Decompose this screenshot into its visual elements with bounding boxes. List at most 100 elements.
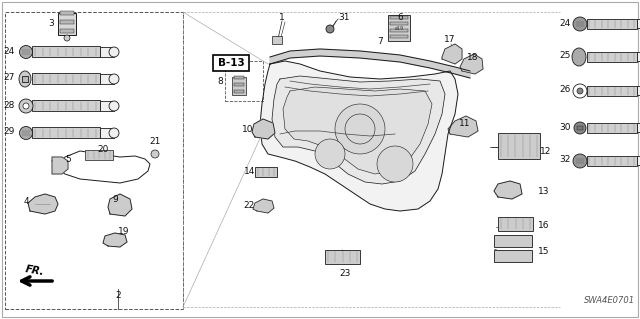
Text: 16: 16 [538,220,550,229]
Circle shape [377,146,413,182]
Circle shape [109,74,119,84]
Bar [587,123,637,133]
Text: 26: 26 [559,85,571,94]
Bar [390,16,408,19]
Ellipse shape [573,154,587,168]
Bar [255,167,277,177]
Polygon shape [28,194,58,214]
Text: 11: 11 [460,118,471,128]
Bar [234,83,244,86]
Text: 18: 18 [467,53,479,62]
Circle shape [335,104,385,154]
Text: 28: 28 [4,100,15,109]
Polygon shape [103,233,127,247]
Polygon shape [448,116,478,137]
Text: 29: 29 [4,128,15,137]
Ellipse shape [573,17,587,31]
Text: 4: 4 [23,197,29,205]
Bar [100,74,114,84]
Bar [498,217,533,231]
Text: ø19: ø19 [394,26,404,31]
Text: 2: 2 [115,291,121,300]
Ellipse shape [19,71,31,87]
Text: 24: 24 [560,19,571,27]
Bar [587,86,637,96]
Circle shape [577,88,583,94]
Bar [637,156,640,165]
Bar [32,46,100,57]
Text: 20: 20 [97,145,109,153]
Circle shape [573,84,587,98]
Polygon shape [460,54,483,74]
Polygon shape [252,119,275,139]
Circle shape [151,150,159,158]
Text: 13: 13 [538,187,550,196]
Polygon shape [270,49,470,78]
Text: 5: 5 [65,154,71,164]
Bar [637,19,640,28]
Bar [22,76,28,82]
Text: FR.: FR. [24,264,45,278]
Bar [325,250,360,264]
Polygon shape [494,181,522,199]
Text: 9: 9 [112,195,118,204]
Text: SWA4E0701: SWA4E0701 [584,296,635,305]
Text: 6: 6 [397,12,403,21]
Ellipse shape [19,46,33,58]
Bar [58,13,76,35]
Text: B-13: B-13 [218,58,244,68]
Circle shape [64,35,70,41]
Circle shape [19,99,33,113]
Bar [100,47,114,57]
Text: 21: 21 [149,137,161,145]
Text: 25: 25 [559,51,571,61]
Text: 15: 15 [538,247,550,256]
Text: 8: 8 [217,77,223,85]
Text: 17: 17 [444,35,456,44]
Text: 12: 12 [540,146,552,155]
Circle shape [109,47,119,57]
Text: 27: 27 [4,73,15,83]
Bar [390,22,408,25]
Circle shape [345,114,375,144]
Bar [587,19,637,29]
Text: 7: 7 [377,36,383,46]
Bar [60,11,74,15]
Bar [637,52,640,61]
Bar [494,235,532,247]
Circle shape [109,128,119,138]
Ellipse shape [572,48,586,66]
Polygon shape [260,61,458,211]
Text: 24: 24 [4,47,15,56]
Bar [60,29,74,33]
Bar [577,126,583,130]
Circle shape [109,101,119,111]
Text: 32: 32 [559,155,571,165]
Polygon shape [283,87,432,174]
Polygon shape [253,199,274,213]
Bar [494,250,532,262]
Bar [637,123,640,132]
Polygon shape [108,194,132,216]
Bar [5,12,183,309]
Bar [213,55,249,71]
Bar [388,15,410,41]
Polygon shape [272,76,445,184]
Polygon shape [442,44,462,64]
Polygon shape [52,157,68,174]
Circle shape [315,139,345,169]
Bar [85,150,113,160]
Bar [272,36,282,44]
Text: 10: 10 [241,124,253,133]
Circle shape [326,25,334,33]
Text: 22: 22 [244,202,255,211]
Bar [225,61,263,101]
Bar [100,101,114,111]
Text: 23: 23 [339,269,351,278]
Bar [60,20,74,24]
Text: 1: 1 [279,12,285,21]
Bar [234,90,244,93]
Bar [234,76,244,79]
Circle shape [23,103,29,109]
Bar [637,86,640,95]
